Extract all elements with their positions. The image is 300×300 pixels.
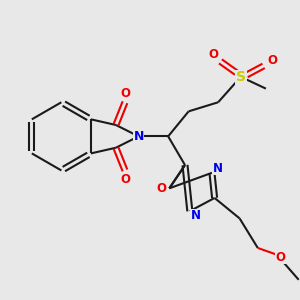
Text: N: N	[190, 209, 200, 222]
Text: N: N	[213, 162, 223, 175]
Text: O: O	[275, 250, 286, 264]
Text: O: O	[120, 173, 130, 186]
Text: O: O	[120, 87, 130, 100]
Text: N: N	[134, 130, 144, 143]
Text: S: S	[236, 70, 246, 84]
Text: O: O	[156, 182, 167, 195]
Text: O: O	[208, 48, 219, 61]
Text: O: O	[268, 54, 278, 67]
